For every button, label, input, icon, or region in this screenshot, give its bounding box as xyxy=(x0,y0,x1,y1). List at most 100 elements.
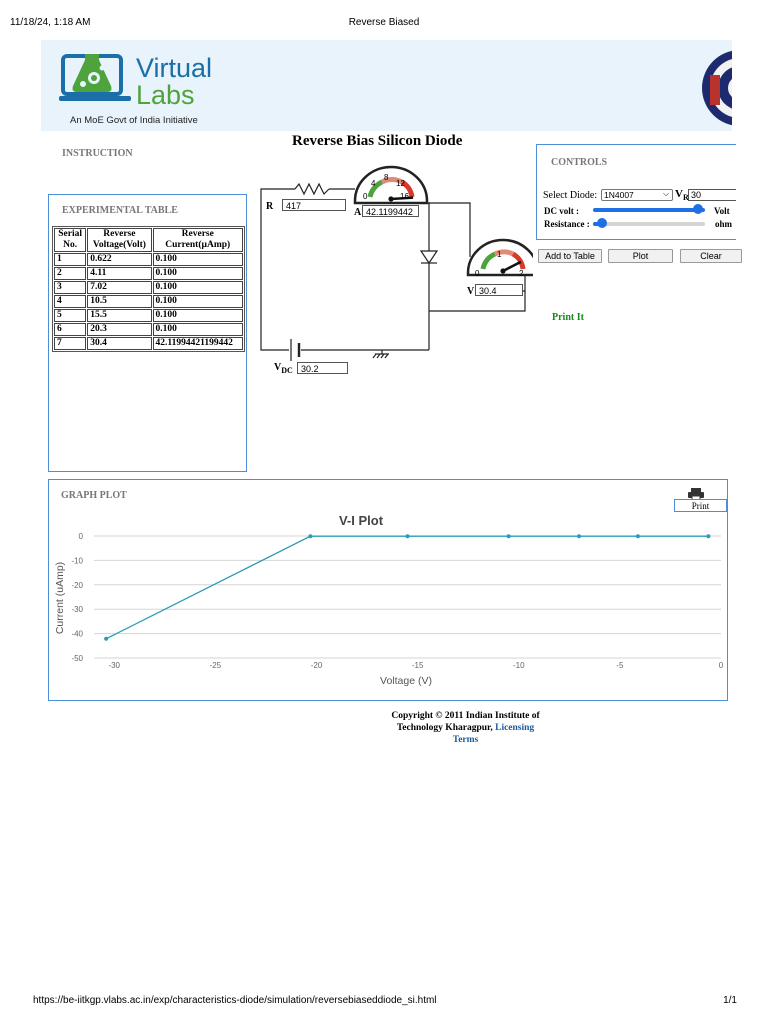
y-axis-label: Current (uAmp) xyxy=(54,562,66,634)
vdc-label: VDC xyxy=(274,362,293,375)
ammeter-reading: 42.1199442 xyxy=(362,205,419,217)
data-point xyxy=(506,534,511,539)
instruction-tab[interactable]: INSTRUCTION xyxy=(62,148,133,159)
resistance-label: Resistance : xyxy=(544,219,590,229)
dc-volt-label: DC volt : xyxy=(544,206,579,216)
table-cell: 0.100 xyxy=(152,323,243,336)
copyright-notice: Copyright © 2011 Indian Institute of Tec… xyxy=(368,710,563,746)
resistor-label: R xyxy=(266,201,274,212)
logo-tagline: An MoE Govt of India Initiative xyxy=(70,115,198,126)
virtual-labs-logo-icon xyxy=(59,54,131,101)
table-cell: 5 xyxy=(54,309,87,322)
voltmeter-tick: 2 xyxy=(519,269,524,278)
dc-volt-slider[interactable] xyxy=(593,208,705,212)
print-url: https://be-iitkgp.vlabs.ac.in/exp/charac… xyxy=(33,995,437,1006)
iit-kharagpur-seal-icon xyxy=(702,50,732,126)
voltmeter-tick: 1 xyxy=(497,250,502,259)
graph-plot-panel: GRAPH PLOT V-I Plot -30 -25 -20 -15 -10 -5 0 0… xyxy=(48,479,728,701)
data-point xyxy=(706,534,711,539)
experimental-table-panel: EXPERIMENTAL TABLE Serial No. Reverse Volt… xyxy=(48,194,247,472)
resistance-slider[interactable] xyxy=(593,222,705,226)
table-cell: 1 xyxy=(54,253,87,266)
x-axis-label: Voltage (V) xyxy=(380,675,432,687)
print-it-link[interactable]: Print It xyxy=(552,312,584,323)
series-layer xyxy=(104,534,711,641)
y-tick-labels: 0 -10 -20 -30 -40 -50 xyxy=(71,532,83,663)
graph-plot-heading: GRAPH PLOT xyxy=(61,490,127,501)
x-tick-label: -5 xyxy=(616,661,624,670)
table-cell: 0.622 xyxy=(87,253,152,266)
table-row: 2 4.11 0.100 xyxy=(54,267,243,280)
experimental-table-heading: EXPERIMENTAL TABLE xyxy=(62,205,178,216)
data-point xyxy=(104,636,109,641)
controls-panel: CONTROLS Select Diode: 1N4007 ⌵ VR 30 DC… xyxy=(536,144,736,240)
table-row: 4 10.5 0.100 xyxy=(54,295,243,308)
table-row: 6 20.3 0.100 xyxy=(54,323,243,336)
dc-volt-slider-thumb[interactable] xyxy=(693,204,704,214)
table-cell: 7 xyxy=(54,337,87,350)
y-tick-label: -50 xyxy=(71,654,83,663)
table-header-row: Serial No. Reverse Voltage(Volt) Reverse Cu… xyxy=(54,228,243,252)
controls-heading: CONTROLS xyxy=(551,157,608,168)
ammeter-tick: 8 xyxy=(384,173,389,182)
table-row: 7 30.4 42.11994421199442 xyxy=(54,337,243,350)
x-tick-label: -15 xyxy=(412,661,424,670)
licensing-link[interactable]: Licensing xyxy=(495,723,535,733)
data-point xyxy=(577,534,582,539)
table-row: 1 0.622 0.100 xyxy=(54,253,243,266)
table-cell: 4 xyxy=(54,295,87,308)
logo-text-virtual: Virtual xyxy=(136,53,213,83)
table-cell: 0.100 xyxy=(152,281,243,294)
experimental-table: Serial No. Reverse Voltage(Volt) Reverse Cu… xyxy=(52,226,245,352)
data-point xyxy=(405,534,410,539)
add-to-table-button[interactable]: Add to Table xyxy=(538,249,602,263)
x-tick-label: -25 xyxy=(210,661,222,670)
chart-title: V-I Plot xyxy=(339,513,384,528)
copyright-line-1: Copyright © 2011 Indian Institute of xyxy=(391,711,540,721)
table-cell: 20.3 xyxy=(87,323,152,336)
print-datetime: 11/18/24, 1:18 AM xyxy=(10,17,91,28)
y-tick-label: -40 xyxy=(71,630,83,639)
vdc-value-field: 30.2 xyxy=(297,362,348,374)
table-cell: 0.100 xyxy=(152,309,243,322)
select-diode-label: Select Diode: xyxy=(543,190,598,201)
y-tick-label: 0 xyxy=(79,532,84,541)
x-tick-label: -10 xyxy=(513,661,525,670)
diode-select[interactable]: 1N4007 xyxy=(601,189,673,201)
dc-volt-unit: Volt xyxy=(714,206,730,216)
table-cell: 0.100 xyxy=(152,253,243,266)
logo-text-labs: Labs xyxy=(136,80,195,110)
printer-icon[interactable] xyxy=(688,488,704,500)
resistance-unit: ohm xyxy=(715,219,733,229)
x-tick-label: 0 xyxy=(719,661,724,670)
table-cell: 3 xyxy=(54,281,87,294)
resistance-slider-thumb[interactable] xyxy=(596,218,607,228)
data-point xyxy=(635,534,640,539)
voltmeter-icon xyxy=(466,238,533,277)
ammeter-label: A xyxy=(354,207,362,218)
ammeter-tick: 4 xyxy=(371,179,376,188)
ammeter-tick: 16 xyxy=(400,192,409,201)
x-tick-labels: -30 -25 -20 -15 -10 -5 0 xyxy=(108,661,723,670)
series-line xyxy=(105,535,709,640)
ammeter-tick: 0 xyxy=(363,192,368,201)
y-tick-label: -20 xyxy=(71,581,83,590)
plot-button[interactable]: Plot xyxy=(608,249,673,263)
graph-print-button[interactable]: Print xyxy=(674,499,727,512)
vr-input[interactable]: 30 xyxy=(688,189,736,201)
table-cell: 4.11 xyxy=(87,267,152,280)
clear-button[interactable]: Clear xyxy=(680,249,742,263)
chevron-down-icon[interactable]: ⌵ xyxy=(663,189,670,198)
y-tick-label: -10 xyxy=(71,556,83,565)
print-page-number: 1/1 xyxy=(723,995,737,1006)
column-header-voltage: Reverse Voltage(Volt) xyxy=(87,228,152,252)
table-cell: 15.5 xyxy=(87,309,152,322)
terms-link[interactable]: Terms xyxy=(452,735,479,745)
circuit-wires xyxy=(260,165,533,361)
table-cell: 30.4 xyxy=(87,337,152,350)
y-tick-label: -30 xyxy=(71,605,83,614)
column-header-current: Reverse Current(µAmp) xyxy=(152,228,243,252)
table-cell: 10.5 xyxy=(87,295,152,308)
vi-plot-chart: V-I Plot -30 -25 -20 -15 -10 -5 0 0-10-20-30-4… xyxy=(54,513,724,687)
copyright-line-2: Technology Kharagpur, xyxy=(396,723,493,733)
